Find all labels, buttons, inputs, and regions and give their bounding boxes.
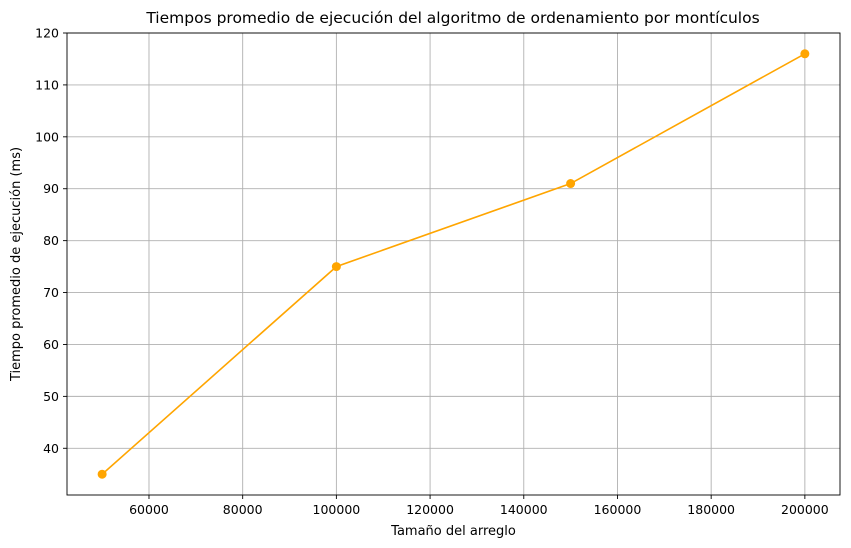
data-point — [97, 469, 107, 479]
y-tick-label: 50 — [43, 389, 59, 404]
y-tick-label: 70 — [43, 285, 59, 300]
data-point — [800, 49, 810, 59]
chart-title: Tiempos promedio de ejecución del algori… — [145, 9, 759, 27]
x-tick-label: 160000 — [594, 502, 642, 517]
y-tick-label: 100 — [35, 129, 59, 144]
y-tick-label: 40 — [43, 441, 59, 456]
x-tick-label: 120000 — [406, 502, 454, 517]
y-axis-label: Tiempo promedio de ejecución (ms) — [9, 147, 24, 382]
y-tick-label: 90 — [43, 181, 59, 196]
x-tick-label: 60000 — [129, 502, 169, 517]
grid — [67, 32, 840, 495]
x-tick-label: 180000 — [687, 502, 735, 517]
x-tick-label: 80000 — [223, 502, 263, 517]
data-point — [331, 262, 341, 272]
y-tick-label: 60 — [43, 337, 59, 352]
x-tick-label: 140000 — [500, 502, 548, 517]
data-point — [566, 179, 576, 189]
series — [97, 49, 810, 479]
series-line — [101, 53, 806, 475]
y-tick-label: 120 — [35, 26, 59, 41]
y-tick-label: 80 — [43, 233, 59, 248]
y-tick-label: 110 — [35, 77, 59, 92]
axis-ticks: 60000 80000 100000 120000 140000 160000 180000… — [35, 26, 829, 518]
x-tick-label: 100000 — [313, 502, 361, 517]
plot-frame — [66, 32, 841, 496]
x-tick-label: 200000 — [781, 502, 829, 517]
x-axis-label: Tamaño del arreglo — [390, 524, 516, 539]
